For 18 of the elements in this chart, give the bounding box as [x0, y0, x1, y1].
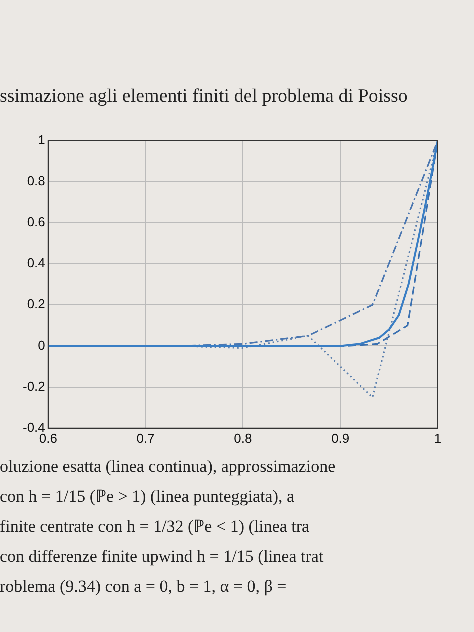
text: con differenze finite upwind h = 1/15 (linea trat: [0, 546, 325, 568]
y-tick-label: -0.2: [22, 378, 46, 394]
y-tick-label: 0.6: [27, 214, 46, 230]
y-tick-label: 0: [38, 338, 46, 353]
text: oluzione esatta (linea continua), approssimazione: [0, 456, 336, 478]
y-tick-label: -0.4: [22, 420, 46, 435]
x-tick-label: 1: [434, 430, 442, 446]
x-tick-label: 0.9: [332, 430, 350, 446]
chart-title: ssimazione agli elementi finiti del problema di Poisso: [0, 86, 408, 108]
x-tick-label: 0.7: [136, 430, 155, 446]
y-tick-label: 0.4: [27, 256, 46, 271]
text: finite centrate con h = 1/32 (ℙe < 1) (linea tra: [0, 516, 311, 538]
text: roblema (9.34) con a = 0, b = 1, α = 0, β =: [0, 576, 288, 598]
text: con h = 1/15 (ℙe > 1) (linea punteggiata), a: [0, 486, 296, 508]
x-tick-label: 0.8: [234, 430, 252, 446]
y-tick-label: 1: [38, 132, 46, 148]
y-tick-label: 0.2: [27, 296, 46, 312]
y-tick-label: 0.8: [27, 173, 46, 188]
